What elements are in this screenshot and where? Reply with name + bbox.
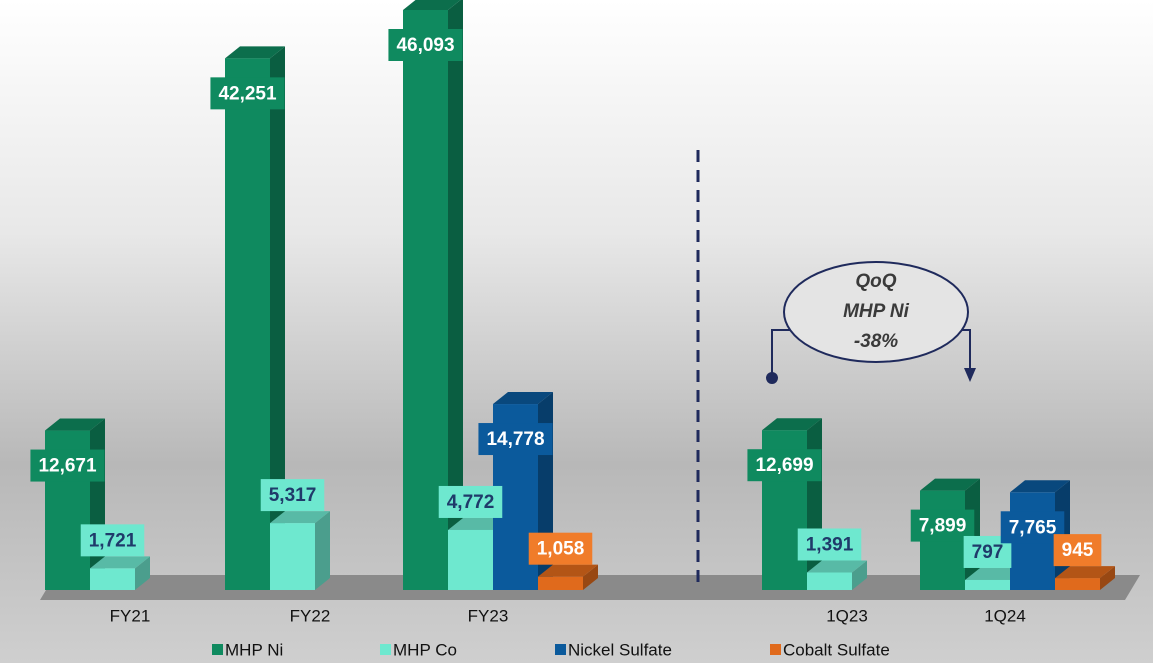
legend-swatch xyxy=(555,644,566,655)
annotation: QoQ MHP Ni -38% xyxy=(766,261,976,384)
bar-top xyxy=(45,418,105,431)
bar xyxy=(1055,578,1100,590)
data-label-box xyxy=(528,532,593,565)
data-label: 12,699 xyxy=(755,455,813,476)
data-label: 14,778 xyxy=(486,429,544,450)
bar-side xyxy=(1100,566,1115,590)
x-tick-label: 1Q23 xyxy=(826,606,868,625)
data-label: 4,772 xyxy=(447,492,495,513)
arrow-dot xyxy=(766,372,778,384)
bar-side xyxy=(270,46,285,591)
data-label: 797 xyxy=(972,542,1004,563)
bar-top xyxy=(762,418,822,431)
annotation-text: MHP Ni xyxy=(843,301,910,322)
bar-top xyxy=(807,560,867,573)
bar xyxy=(965,579,1010,590)
data-label: 46,093 xyxy=(396,35,454,56)
arrow-line xyxy=(771,329,790,378)
data-label-box xyxy=(80,524,145,557)
data-label-box xyxy=(1053,534,1102,567)
data-label: 5,317 xyxy=(269,485,317,506)
data-label: 1,721 xyxy=(89,530,137,551)
data-label: 1,058 xyxy=(537,539,585,560)
annotation-bubble xyxy=(783,261,969,363)
bar-side xyxy=(583,564,598,590)
x-tick-label: FY21 xyxy=(110,606,151,625)
legend-label: MHP Co xyxy=(393,640,457,659)
data-label: 42,251 xyxy=(218,83,277,104)
data-label-box xyxy=(747,449,822,482)
x-tick-label: FY22 xyxy=(290,606,331,625)
bar-side xyxy=(448,0,463,590)
data-label: 7,899 xyxy=(919,516,967,537)
bar-top xyxy=(225,46,285,59)
data-label-box xyxy=(438,485,503,518)
bar xyxy=(270,523,315,590)
bar-top xyxy=(920,478,980,491)
annotation-text: QoQ xyxy=(855,271,896,292)
data-label-box xyxy=(210,77,285,110)
legend-swatch xyxy=(770,644,781,655)
data-label-box xyxy=(478,423,553,456)
bar-side xyxy=(135,556,150,590)
legend-swatch xyxy=(380,644,391,655)
data-label: 945 xyxy=(1062,540,1094,561)
data-label: 7,765 xyxy=(1009,517,1057,538)
bar-top xyxy=(493,392,553,405)
bar-side xyxy=(315,511,330,590)
bar-top xyxy=(1055,566,1115,579)
data-label-box xyxy=(30,449,105,482)
bar xyxy=(448,529,493,590)
bar-top xyxy=(538,564,598,577)
bar xyxy=(807,572,852,590)
data-label: 1,391 xyxy=(806,535,854,556)
x-tick-label: 1Q24 xyxy=(984,606,1026,625)
data-label-box xyxy=(388,29,463,61)
bar-top xyxy=(90,556,150,569)
arrow-head xyxy=(964,368,976,382)
data-label: 12,671 xyxy=(38,456,97,477)
x-tick-label: FY23 xyxy=(468,606,509,625)
bar xyxy=(90,568,135,590)
bar-top xyxy=(270,511,330,524)
legend-label: MHP Ni xyxy=(225,640,283,659)
legend-swatch xyxy=(212,644,223,655)
legend-label: Nickel Sulfate xyxy=(568,640,672,659)
data-label-box xyxy=(260,479,325,512)
bar xyxy=(538,576,583,590)
bar-top xyxy=(403,0,461,10)
data-label-box xyxy=(797,528,862,561)
arrow-line xyxy=(962,329,971,372)
annotation-text: -38% xyxy=(854,331,898,352)
legend-label: Cobalt Sulfate xyxy=(783,640,890,659)
bar-top xyxy=(1010,480,1070,493)
bar-side xyxy=(852,560,867,590)
